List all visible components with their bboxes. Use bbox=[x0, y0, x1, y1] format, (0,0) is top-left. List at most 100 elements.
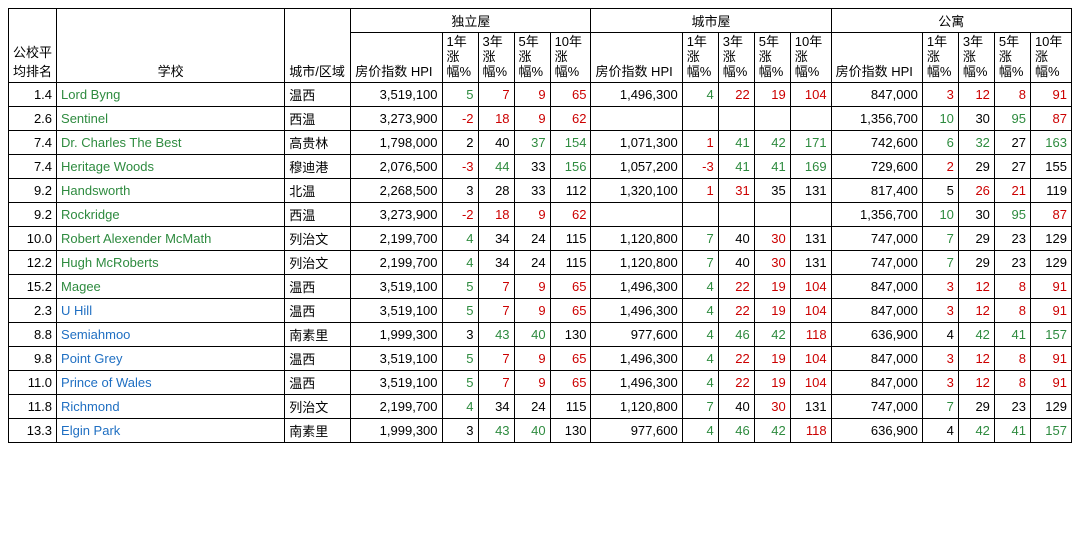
header-hpi: 房价指数 HPI bbox=[351, 33, 442, 83]
cell-pct: 91 bbox=[1030, 370, 1071, 394]
cell-pct: 18 bbox=[478, 202, 514, 226]
cell-school: Magee bbox=[57, 274, 285, 298]
cell-hpi: 1,496,300 bbox=[591, 82, 682, 106]
cell-pct: 65 bbox=[550, 370, 591, 394]
cell-pct bbox=[718, 202, 754, 226]
cell-pct: 23 bbox=[994, 394, 1030, 418]
cell-pct: 12 bbox=[958, 274, 994, 298]
cell-pct: 19 bbox=[754, 82, 790, 106]
cell-pct: 18 bbox=[478, 106, 514, 130]
cell-hpi: 747,000 bbox=[831, 394, 922, 418]
cell-pct: 29 bbox=[958, 154, 994, 178]
cell-pct: 19 bbox=[754, 274, 790, 298]
cell-pct: 3 bbox=[922, 274, 958, 298]
cell-pct: 9 bbox=[514, 274, 550, 298]
cell-pct: 7 bbox=[922, 250, 958, 274]
cell-area: 列治文 bbox=[285, 394, 351, 418]
table-row: 12.2Hugh McRoberts列治文2,199,700434241151,… bbox=[9, 250, 1072, 274]
cell-pct: 104 bbox=[790, 346, 831, 370]
cell-pct: 42 bbox=[754, 322, 790, 346]
cell-pct: -3 bbox=[682, 154, 718, 178]
cell-area: 穆迪港 bbox=[285, 154, 351, 178]
cell-pct: 27 bbox=[994, 154, 1030, 178]
table-row: 7.4Dr. Charles The Best高贵林1,798,00024037… bbox=[9, 130, 1072, 154]
cell-pct: 30 bbox=[754, 250, 790, 274]
cell-pct bbox=[790, 106, 831, 130]
header-hpi: 房价指数 HPI bbox=[591, 33, 682, 83]
cell-hpi: 3,273,900 bbox=[351, 106, 442, 130]
header-y3: 3年涨幅% bbox=[958, 33, 994, 83]
cell-pct: -2 bbox=[442, 202, 478, 226]
cell-pct bbox=[718, 106, 754, 130]
cell-pct: 8 bbox=[994, 298, 1030, 322]
cell-pct: 169 bbox=[790, 154, 831, 178]
cell-pct: 5 bbox=[442, 346, 478, 370]
cell-area: 南素里 bbox=[285, 418, 351, 442]
cell-pct: 34 bbox=[478, 250, 514, 274]
table-header: 公校平均排名 学校 城市/区域 独立屋 城市屋 公寓 房价指数 HPI1年涨幅%… bbox=[9, 9, 1072, 83]
cell-pct: 131 bbox=[790, 226, 831, 250]
cell-pct: 32 bbox=[958, 130, 994, 154]
cell-pct: 4 bbox=[442, 250, 478, 274]
cell-pct: 62 bbox=[550, 106, 591, 130]
cell-hpi: 3,519,100 bbox=[351, 370, 442, 394]
cell-pct: 22 bbox=[718, 82, 754, 106]
cell-pct: 40 bbox=[478, 130, 514, 154]
cell-pct: 7 bbox=[478, 274, 514, 298]
cell-pct: 5 bbox=[442, 274, 478, 298]
table-row: 7.4Heritage Woods穆迪港2,076,500-344331561,… bbox=[9, 154, 1072, 178]
cell-hpi: 847,000 bbox=[831, 274, 922, 298]
cell-hpi: 1,496,300 bbox=[591, 346, 682, 370]
cell-pct: 4 bbox=[682, 346, 718, 370]
cell-pct: 4 bbox=[922, 418, 958, 442]
cell-pct bbox=[682, 106, 718, 130]
cell-pct: 40 bbox=[718, 250, 754, 274]
cell-hpi bbox=[591, 202, 682, 226]
cell-pct: 12 bbox=[958, 346, 994, 370]
cell-pct: 43 bbox=[478, 322, 514, 346]
cell-pct: 65 bbox=[550, 274, 591, 298]
cell-pct: 24 bbox=[514, 226, 550, 250]
table-row: 11.8Richmond列治文2,199,700434241151,120,80… bbox=[9, 394, 1072, 418]
cell-pct: 29 bbox=[958, 226, 994, 250]
cell-pct: 42 bbox=[958, 418, 994, 442]
cell-pct: 5 bbox=[442, 298, 478, 322]
header-hpi: 房价指数 HPI bbox=[831, 33, 922, 83]
cell-hpi: 1,496,300 bbox=[591, 370, 682, 394]
cell-pct: 129 bbox=[1030, 394, 1071, 418]
cell-pct: 29 bbox=[958, 250, 994, 274]
cell-pct: 7 bbox=[478, 298, 514, 322]
header-area: 城市/区域 bbox=[285, 9, 351, 83]
cell-pct: 40 bbox=[718, 394, 754, 418]
cell-pct: 7 bbox=[478, 82, 514, 106]
cell-pct: 91 bbox=[1030, 82, 1071, 106]
cell-pct bbox=[682, 202, 718, 226]
cell-area: 温西 bbox=[285, 82, 351, 106]
header-rank: 公校平均排名 bbox=[9, 9, 57, 83]
cell-hpi: 847,000 bbox=[831, 370, 922, 394]
cell-rank: 12.2 bbox=[9, 250, 57, 274]
cell-rank: 10.0 bbox=[9, 226, 57, 250]
cell-pct: 10 bbox=[922, 106, 958, 130]
cell-pct: 95 bbox=[994, 202, 1030, 226]
cell-pct bbox=[790, 202, 831, 226]
cell-pct: 35 bbox=[754, 178, 790, 202]
cell-pct: 46 bbox=[718, 418, 754, 442]
cell-pct: 22 bbox=[718, 370, 754, 394]
cell-rank: 8.8 bbox=[9, 322, 57, 346]
cell-pct: 3 bbox=[442, 418, 478, 442]
cell-hpi: 1,320,100 bbox=[591, 178, 682, 202]
cell-pct: 41 bbox=[994, 322, 1030, 346]
cell-pct: 4 bbox=[682, 298, 718, 322]
cell-pct: 9 bbox=[514, 370, 550, 394]
cell-pct: 4 bbox=[922, 322, 958, 346]
cell-pct: 130 bbox=[550, 322, 591, 346]
cell-pct: 8 bbox=[994, 346, 1030, 370]
cell-pct: 7 bbox=[922, 226, 958, 250]
cell-school: Sentinel bbox=[57, 106, 285, 130]
table-row: 9.8Point Grey温西3,519,100579651,496,30042… bbox=[9, 346, 1072, 370]
cell-school: Hugh McRoberts bbox=[57, 250, 285, 274]
cell-area: 温西 bbox=[285, 274, 351, 298]
cell-pct: 9 bbox=[514, 346, 550, 370]
cell-pct: 22 bbox=[718, 346, 754, 370]
